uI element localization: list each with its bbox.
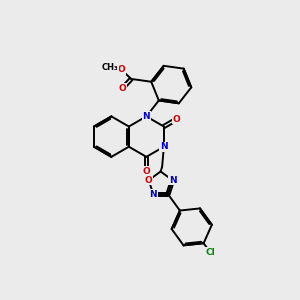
Text: O: O [118,84,126,93]
Text: N: N [160,142,168,151]
Text: O: O [142,167,150,176]
Text: Cl: Cl [205,248,215,257]
Text: O: O [118,65,125,74]
Text: CH₃: CH₃ [101,63,118,72]
Text: O: O [172,115,180,124]
Text: N: N [142,112,150,121]
Text: N: N [169,176,176,185]
Text: O: O [145,176,153,185]
Text: N: N [149,190,157,199]
